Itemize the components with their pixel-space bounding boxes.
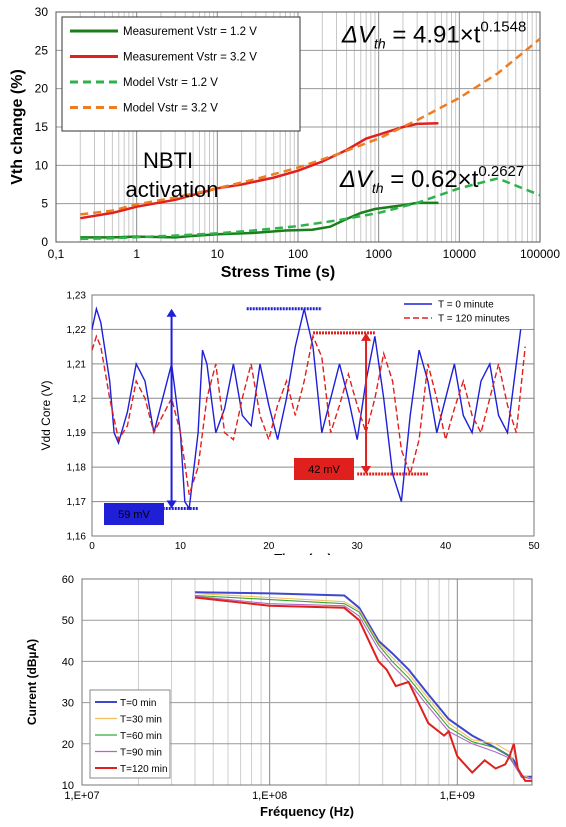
current-frequency-chart: 10 20 30 40 50 60 1,E+07 1,E+08 1,E+09 Fréquency …: [25, 574, 533, 819]
y-axis-label: Current (dBµA): [25, 639, 39, 725]
legend-label: T=0 min: [120, 698, 156, 709]
y-tick-label: 30: [35, 5, 49, 19]
series-line-2: [91, 333, 526, 495]
y-tick-label: 15: [35, 120, 49, 134]
y-axis-label: Vdd Core (V): [39, 380, 53, 450]
y-tick-label: 40: [62, 656, 74, 668]
equation-rhs: = 0.62×t: [384, 166, 479, 193]
legend-label: Model Vstr = 3.2 V: [123, 103, 218, 115]
legend-3: T=0 min T=30 min T=60 min T=90 min T=120 min: [89, 689, 171, 779]
x-tick-label: 30: [352, 541, 364, 552]
y-axis-label: Vth change (%): [9, 69, 26, 185]
y-tick-label: 1,22: [67, 325, 87, 336]
x-tick-label: 20: [263, 541, 275, 552]
series-line-3: [80, 177, 541, 241]
legend-label: Measurement Vstr = 3.2 V: [123, 52, 257, 64]
vth-change-chart: 0 5 10 15 20 25 30 0,1 1 10 100 1000 10000 100000 Stre…: [9, 5, 560, 281]
legend-label: Model Vstr = 1.2 V: [123, 77, 218, 89]
x-axis-label: Stress Time (s): [221, 264, 335, 281]
legend-1: Measurement Vstr = 1.2 V Measurement Vstr…: [61, 16, 301, 132]
equation-2: ΔVth = 0.62×t0.2627: [339, 163, 524, 196]
equation-1: ΔVth = 4.91×t0.1548: [341, 19, 526, 52]
plot-area-2: [91, 294, 535, 537]
y-tick-label: 1,23: [67, 291, 87, 302]
legend-label: T=90 min: [120, 748, 162, 759]
y-tick-label: 10: [35, 158, 49, 172]
legend-box: [400, 297, 532, 329]
y-tick-label: 20: [35, 82, 49, 96]
equation-sub: th: [374, 36, 386, 52]
series-line-5: [194, 596, 532, 782]
x-tick-label: 10: [175, 541, 187, 552]
x-tick-label: 0: [89, 541, 95, 552]
x-axis-label: Time (ns): [274, 551, 332, 555]
equation-exp: 0.1548: [480, 19, 526, 36]
equation-exp: 0.2627: [478, 163, 524, 180]
plot-frame: [81, 578, 533, 786]
y-tick-label: 1,18: [67, 463, 87, 474]
x-tick-label: 100: [288, 247, 308, 261]
legend-label: Measurement Vstr = 1.2 V: [123, 26, 257, 38]
y-tick-label: 1,2: [72, 394, 86, 405]
legend-label: T = 0 minute: [438, 300, 494, 311]
legend-box: [89, 689, 171, 779]
legend-label: T = 120 minutes: [438, 314, 510, 325]
series-line-2: [194, 592, 533, 780]
arrow-head-down: [361, 466, 372, 475]
series-line-1: [80, 201, 439, 239]
annotation-2: [313, 331, 428, 476]
y-tick-label: 10: [62, 780, 74, 792]
x-tick-label: 100000: [520, 247, 560, 261]
legend-label: T=30 min: [120, 715, 162, 726]
x-tick-label: 10000: [443, 247, 477, 261]
x-tick-label: 10: [211, 247, 225, 261]
series-line-4: [194, 595, 533, 780]
annotation-1: [162, 307, 322, 510]
annotation-label-2: 42 mV: [308, 464, 340, 476]
x-axis-label: Fréquency (Hz): [260, 804, 354, 819]
x-tick-label: 1000: [365, 247, 392, 261]
x-tick-label: 1,E+08: [252, 790, 287, 802]
x-tick-label: 0,1: [48, 247, 65, 261]
y-tick-label: 20: [62, 739, 74, 751]
equation-lhs: ΔV: [341, 22, 376, 49]
x-tick-label: 1,E+07: [64, 790, 99, 802]
y-tick-label: 1,16: [67, 532, 87, 543]
y-tick-label: 30: [62, 698, 74, 710]
legend-label: T=60 min: [120, 731, 162, 742]
series-line-1: [91, 306, 522, 511]
y-tick-label: 1,17: [67, 497, 87, 508]
legend-label: T=120 min: [120, 764, 168, 775]
equation-lhs: ΔV: [339, 166, 374, 193]
equation-rhs: = 4.91×t: [386, 22, 481, 49]
y-tick-label: 1,19: [67, 428, 87, 439]
plot-area-3: [81, 578, 533, 786]
annotation-box-1: [104, 503, 164, 525]
vdd-core-chart: 1,16 1,17 1,18 1,19 1,2 1,21 1,22 1,23 0 10 20 30 40…: [39, 291, 540, 556]
y-tick-label: 50: [62, 615, 74, 627]
arrow-head-up: [166, 308, 177, 317]
legend-box: [61, 16, 301, 132]
arrow-head-up: [361, 332, 372, 341]
legend-2: T = 0 minute T = 120 minutes: [400, 297, 532, 329]
y-tick-label: 0: [41, 235, 48, 249]
plot-frame: [91, 294, 535, 537]
plot-frame: [55, 11, 541, 243]
arrow-head-down: [166, 500, 177, 509]
x-tick-label: 1,E+09: [440, 790, 475, 802]
annotation-box-2: [294, 458, 354, 480]
y-tick-label: 5: [41, 197, 48, 211]
annotation-label-1: 59 mV: [118, 509, 150, 521]
y-tick-label: 25: [35, 43, 49, 57]
y-tick-label: 60: [62, 574, 74, 586]
equation-sub: th: [372, 180, 384, 196]
x-tick-label: 50: [528, 541, 540, 552]
series-line-4: [80, 37, 541, 216]
annotation-nbti: NBTI: [143, 148, 193, 173]
annotation-activation: activation: [126, 177, 219, 202]
x-tick-label: 40: [440, 541, 452, 552]
x-tick-label: 1: [133, 247, 140, 261]
y-tick-label: 1,21: [67, 359, 87, 370]
